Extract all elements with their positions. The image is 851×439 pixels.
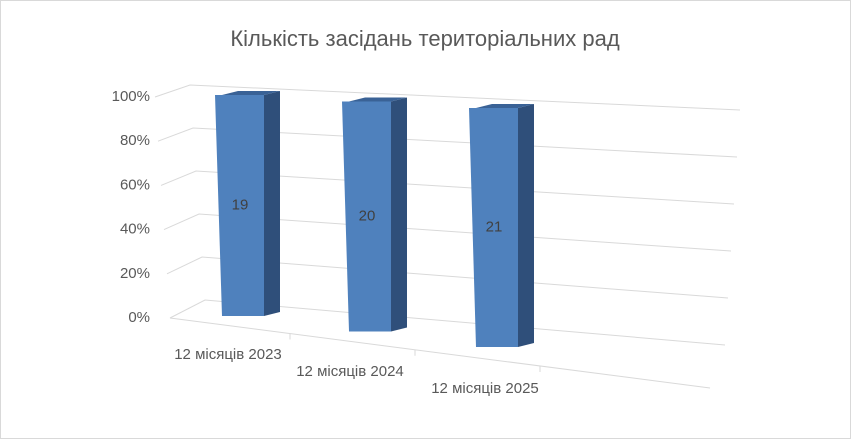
grid-line	[154, 84, 741, 111]
bar-side	[391, 97, 407, 332]
bar-top	[222, 91, 280, 95]
y-tick-label: 40%	[120, 221, 150, 238]
grid-line	[166, 256, 729, 299]
bar	[469, 108, 518, 347]
chart-title: Кількість засідань територіальних рад	[230, 26, 620, 51]
x-axis-line	[169, 317, 711, 389]
bar	[215, 95, 264, 316]
data-label: 21	[486, 218, 503, 235]
x-tick-label: 12 місяців 2023	[174, 346, 282, 363]
bar-side	[264, 91, 280, 316]
y-tick-label: 20%	[120, 265, 150, 282]
data-label: 20	[359, 207, 376, 224]
x-tick-label: 12 місяців 2025	[431, 380, 539, 397]
grid-line	[160, 170, 735, 205]
bar-side	[518, 104, 534, 347]
x-tick-label: 12 місяців 2024	[296, 363, 404, 380]
grid-line	[157, 127, 738, 158]
grid-line	[169, 299, 726, 346]
y-tick-label: 0%	[128, 309, 150, 326]
data-label: 19	[232, 196, 249, 213]
grid-line	[163, 213, 732, 252]
y-tick-label: 80%	[120, 132, 150, 149]
bar-top	[476, 104, 534, 108]
y-tick-label: 60%	[120, 176, 150, 193]
bar-top	[349, 97, 407, 102]
bar	[342, 101, 391, 332]
y-tick-label: 100%	[112, 88, 150, 105]
